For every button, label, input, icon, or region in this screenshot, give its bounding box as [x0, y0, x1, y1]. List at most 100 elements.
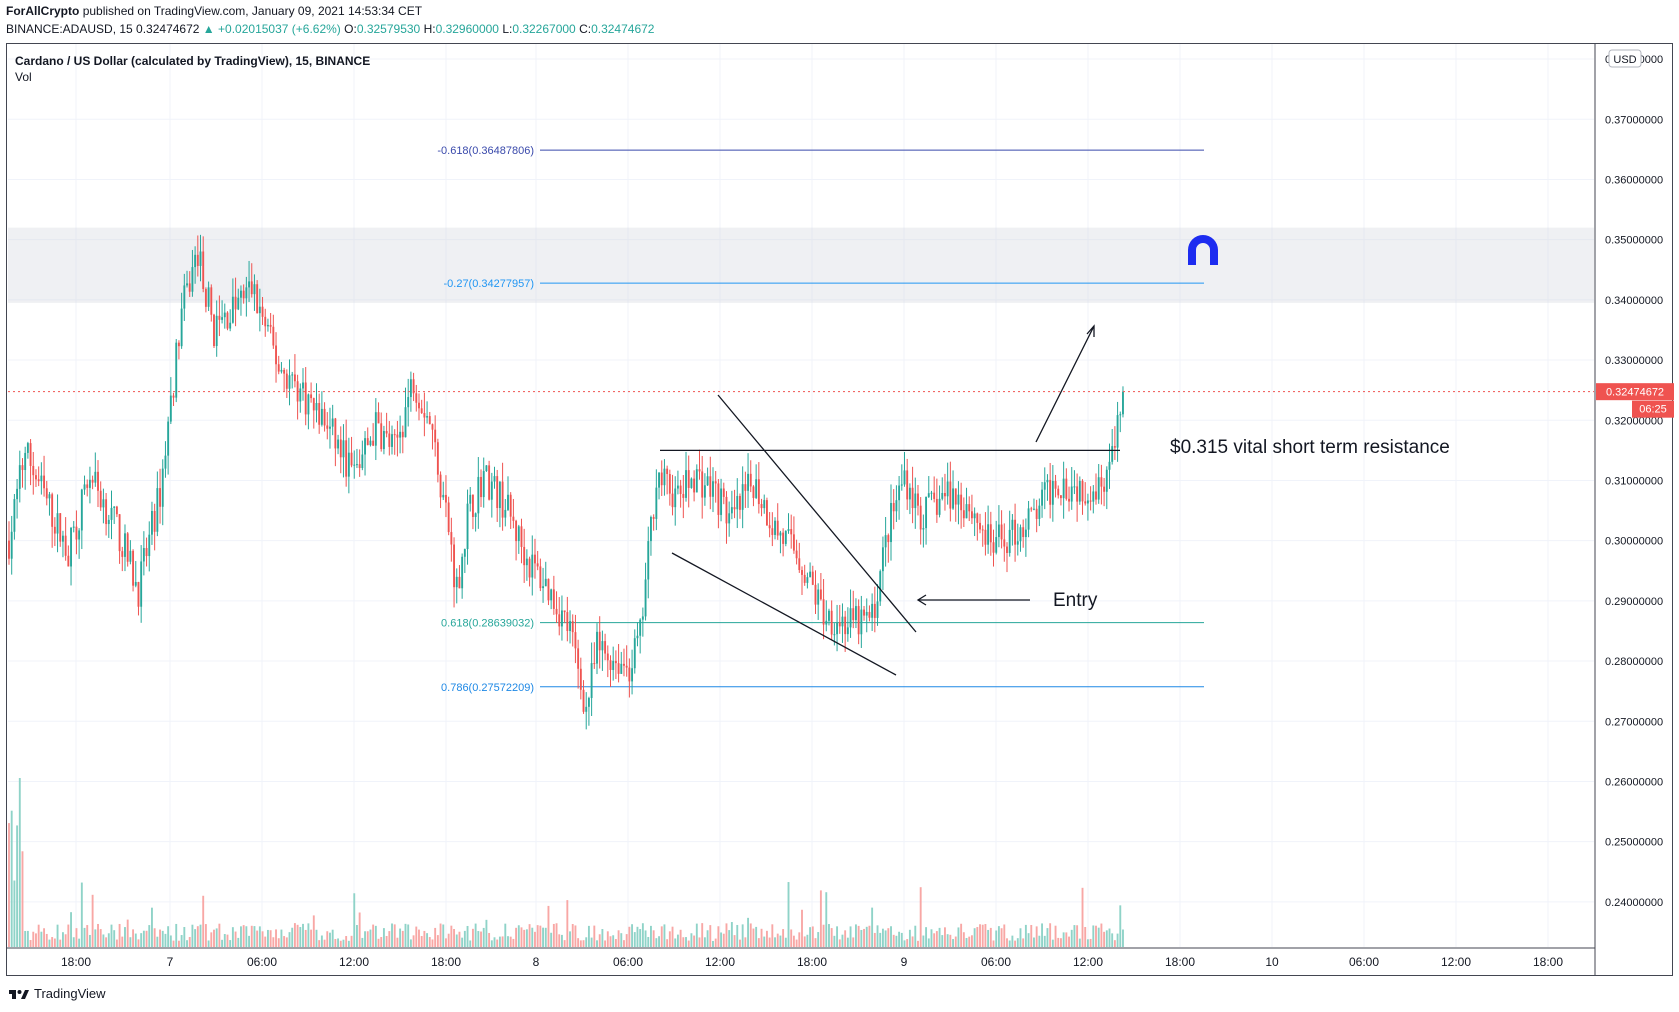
volume-bar — [186, 940, 188, 947]
candle-body — [795, 550, 798, 559]
candle-body — [1003, 539, 1006, 547]
volume-bar — [364, 931, 366, 947]
entry-arrowhead — [916, 594, 927, 606]
candle-body — [423, 413, 426, 418]
volume-bar — [21, 851, 24, 947]
candle-body — [949, 481, 952, 509]
volume-bar — [310, 929, 313, 947]
candle-body — [668, 474, 671, 494]
candle-body — [542, 586, 545, 589]
volume-bar — [577, 938, 580, 947]
volume-bar — [587, 925, 590, 947]
volume-bar — [574, 925, 577, 947]
candle-body — [391, 434, 393, 447]
price-tick: 0.24000000 — [1605, 897, 1663, 909]
candle-body — [45, 488, 48, 499]
volume-bar — [714, 938, 717, 947]
volume-bar — [695, 923, 698, 947]
candle-body — [56, 513, 59, 534]
candle-body — [256, 284, 259, 314]
candle-body — [1035, 508, 1038, 519]
candle-body — [706, 476, 709, 486]
volume-bar — [962, 932, 965, 947]
candle-body — [857, 606, 860, 635]
candle-body — [787, 529, 790, 531]
volume-bar — [1033, 937, 1035, 947]
candle-body — [552, 589, 555, 609]
volume-bar — [658, 936, 660, 947]
candle-body — [881, 547, 884, 572]
volume-bar — [1100, 923, 1103, 947]
candle-body — [655, 487, 658, 519]
footer-brand[interactable]: TradingView — [34, 986, 106, 1001]
volume-bar — [1008, 940, 1011, 947]
candle-body — [782, 532, 785, 544]
fib-label: -0.618(0.36487806) — [437, 145, 534, 157]
volume-bar — [560, 934, 563, 947]
time-tick: 06:00 — [981, 955, 1011, 969]
candle-body — [1024, 529, 1027, 538]
candle-body — [148, 534, 151, 557]
candle-body — [1081, 480, 1084, 502]
currency-button[interactable] — [1608, 49, 1642, 68]
candle-body — [164, 455, 167, 469]
volume-bar — [426, 933, 429, 947]
volume-bar — [226, 934, 229, 947]
candle-body — [137, 581, 140, 607]
candle-body — [1057, 488, 1060, 496]
volume-bar — [482, 927, 485, 947]
candle-body — [186, 283, 188, 286]
candle-body — [124, 533, 126, 557]
candle-body — [110, 507, 113, 520]
candle-body — [180, 308, 183, 347]
volume-bar — [631, 924, 634, 947]
candle-body — [1103, 486, 1106, 492]
volume-bar — [382, 928, 385, 947]
volume-bar — [396, 937, 399, 947]
volume-bar — [275, 929, 277, 947]
volume-bar — [641, 923, 644, 947]
candle-body — [1022, 527, 1025, 538]
candle-body — [852, 608, 855, 621]
tradingview-logo-icon[interactable] — [8, 987, 30, 1001]
candle-body — [261, 306, 264, 317]
resistance-zone — [8, 227, 1594, 303]
candle-body — [32, 465, 35, 476]
publisher-name[interactable]: ForAllCrypto — [6, 4, 80, 18]
chart-frame[interactable] — [6, 43, 1673, 976]
volume-bar — [229, 940, 232, 947]
volume-bar — [814, 938, 817, 947]
candle-body — [477, 476, 480, 514]
volume-bar — [1097, 927, 1100, 947]
candle-body — [992, 542, 995, 553]
candle-body — [560, 610, 563, 627]
volume-bar — [752, 928, 755, 947]
candle-body — [960, 494, 963, 511]
candle-body — [1078, 480, 1081, 502]
candle-body — [868, 611, 871, 618]
volume-bar — [733, 935, 736, 947]
volume-bar — [825, 892, 828, 947]
change-text: +0.02015037 (+6.62%) — [218, 22, 341, 36]
volume-bar — [528, 924, 531, 947]
candle-body — [792, 534, 795, 551]
volume-bar — [1113, 940, 1116, 947]
candle-body — [650, 517, 652, 542]
candle-body — [374, 412, 377, 446]
volume-bar — [194, 929, 197, 947]
candle-body — [774, 520, 776, 535]
volume-bar — [169, 935, 172, 947]
candle-body — [825, 620, 828, 625]
candle-body — [70, 527, 72, 567]
candle-body — [849, 608, 852, 628]
candle-body — [86, 484, 89, 488]
volume-bar — [865, 926, 868, 947]
wedge-lower-line — [671, 552, 897, 676]
volume-bar — [509, 936, 512, 947]
candle-body — [612, 660, 615, 670]
candle-body — [741, 484, 744, 510]
volume-bar — [995, 930, 998, 947]
volume-bar — [836, 926, 839, 947]
time-tick: 9 — [901, 955, 908, 969]
